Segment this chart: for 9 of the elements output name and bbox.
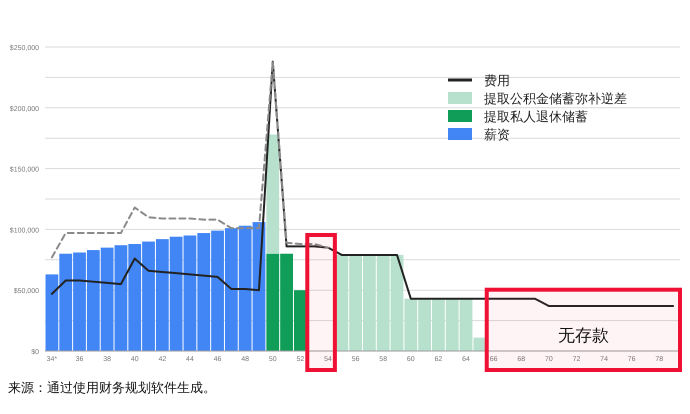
band-label: 无存款 [558,326,609,345]
line-series [50,60,674,308]
legend-label: 薪资 [484,127,510,142]
legend-label: 费用 [484,73,510,88]
source-note: 来源：通过使用财务规划软件生成。 [8,380,216,395]
legend-label: 提取公积金储蓄弥补逆差 [484,91,627,106]
line-series [50,60,329,258]
bar [266,134,280,254]
legend-label: 提取私人退休储蓄 [484,109,588,124]
